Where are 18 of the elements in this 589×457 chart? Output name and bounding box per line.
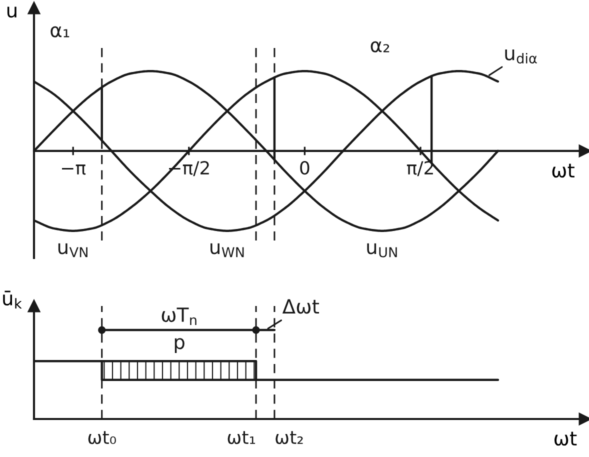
ref-line-label: ωt₀: [88, 431, 116, 444]
annotation: ωT$_{n}$: [162, 308, 196, 325]
x-axis-title: ωt: [552, 164, 574, 178]
annotation: u$_{UN}$: [367, 243, 397, 258]
annotation: p: [174, 338, 184, 354]
annotation: u$_{diα}$: [505, 49, 537, 64]
x-axis-title: ωt: [554, 432, 577, 446]
ref-line-label: ωt₂: [276, 431, 303, 444]
annotation: Δωt: [282, 299, 320, 314]
ref-line-label: ωt₁: [228, 431, 256, 444]
annotation: u$_{WN}$: [210, 243, 244, 258]
text: α₁: [50, 26, 70, 38]
text: α₂: [370, 41, 390, 52]
y-axis-title: u: [7, 6, 16, 18]
annotation: u$_{VN}$: [58, 243, 88, 258]
x-tick-label: 0: [300, 161, 310, 175]
x-tick-label: −π: [62, 164, 86, 175]
y-axis-title: ū$_{k}$: [3, 290, 22, 308]
